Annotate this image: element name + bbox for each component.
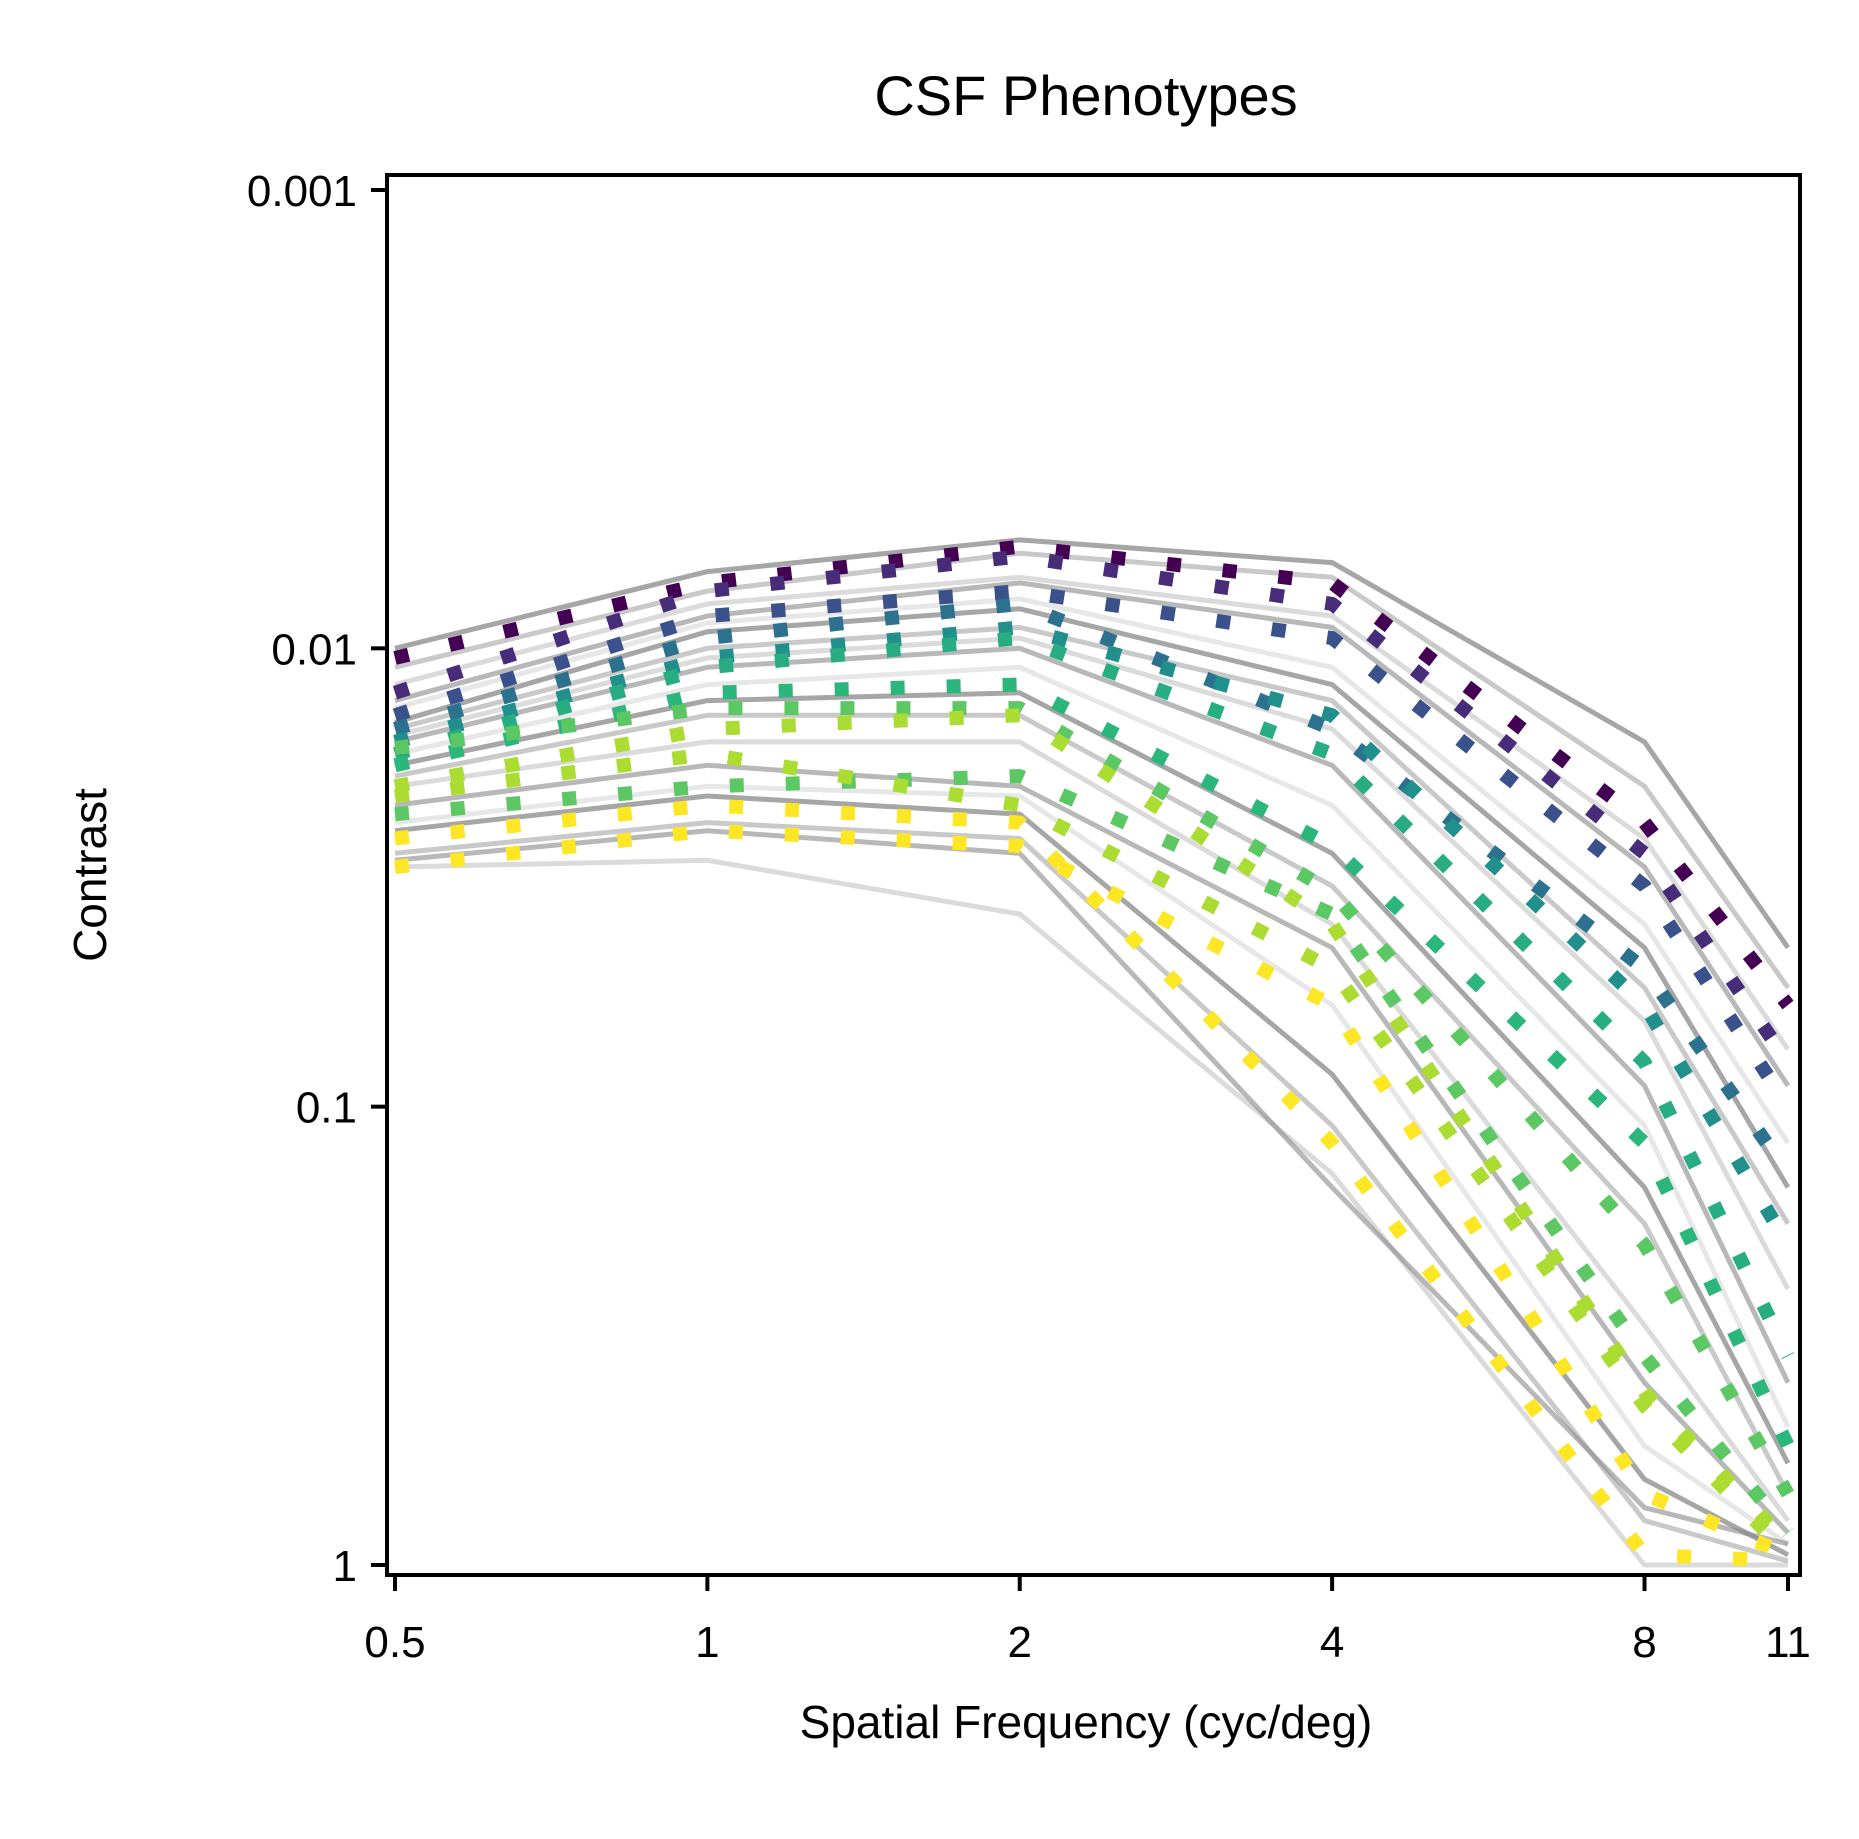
x-axis-label: Spatial Frequency (cyc/deg) <box>800 1696 1373 1748</box>
y-tick-label: 0.1 <box>296 1084 357 1133</box>
x-tick-label: 11 <box>1765 1618 1811 1667</box>
x-axis: 0.5 1 2 4 8 11 <box>364 1575 1811 1667</box>
y-tick-label: 0.001 <box>247 167 357 216</box>
individual-line <box>394 580 1791 1088</box>
individual-line <box>394 664 1791 1429</box>
individual-line <box>394 739 1791 1523</box>
phenotype-line <box>394 769 1794 1538</box>
individual-line <box>394 606 1791 1189</box>
individual-line <box>394 645 1791 1384</box>
individual-line <box>394 783 1790 1547</box>
y-tick-label: 0.01 <box>271 625 357 674</box>
phenotype-line <box>393 539 1794 1010</box>
chart-title: CSF Phenotypes <box>874 64 1297 127</box>
x-tick-label: 2 <box>1008 1618 1032 1667</box>
individual-line <box>394 828 1789 1547</box>
phenotype-line <box>392 549 1794 1067</box>
x-tick-label: 4 <box>1320 1618 1344 1667</box>
phenotype-line <box>393 631 1795 1360</box>
x-tick-label: 1 <box>695 1618 719 1667</box>
individual-line <box>394 635 1791 1291</box>
phenotype-lines-layer <box>392 539 1795 1568</box>
individual-line <box>394 624 1791 1225</box>
individual-line <box>394 690 1791 1465</box>
individual-line <box>394 793 1790 1558</box>
individual-line <box>394 596 1791 1145</box>
y-tick-label: 1 <box>333 1542 357 1591</box>
x-tick-label: 8 <box>1632 1618 1656 1667</box>
y-axis: 0.001 0.01 0.1 1 <box>247 167 387 1591</box>
phenotype-line <box>394 798 1789 1568</box>
x-tick-label: 0.5 <box>364 1618 425 1667</box>
phenotype-line <box>393 596 1794 1178</box>
y-axis-label: Contrast <box>64 788 116 962</box>
individual-line <box>394 762 1790 1535</box>
individual-line <box>394 537 1791 950</box>
individual-line <box>394 857 1788 1568</box>
individual-line <box>394 712 1791 1496</box>
individual-line <box>394 574 1791 1051</box>
plot-frame <box>385 173 1802 1577</box>
